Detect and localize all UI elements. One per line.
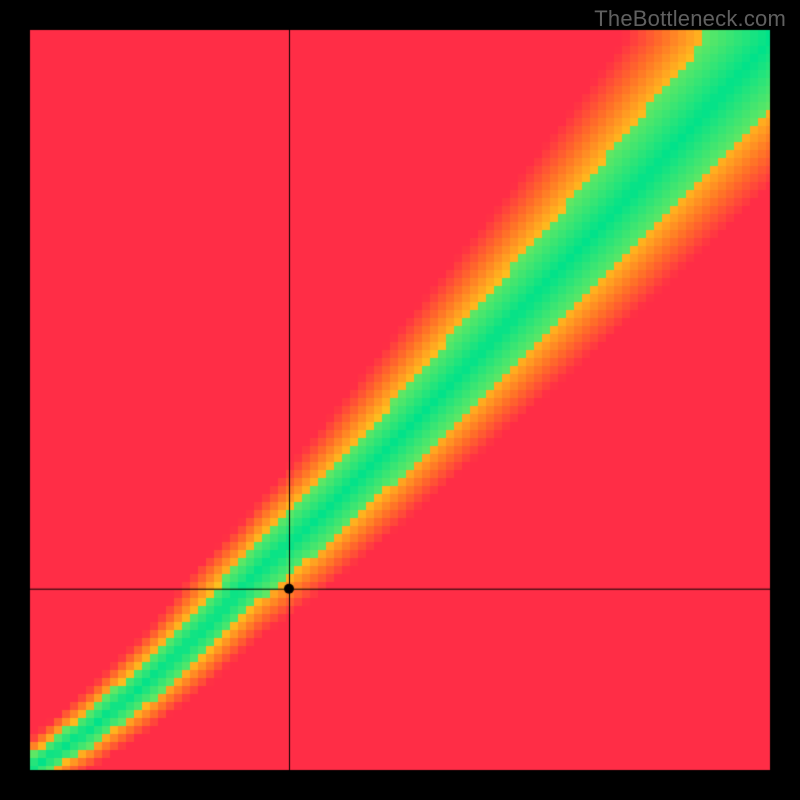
bottleneck-heatmap xyxy=(0,0,800,800)
chart-container: TheBottleneck.com xyxy=(0,0,800,800)
watermark-text: TheBottleneck.com xyxy=(594,6,786,32)
